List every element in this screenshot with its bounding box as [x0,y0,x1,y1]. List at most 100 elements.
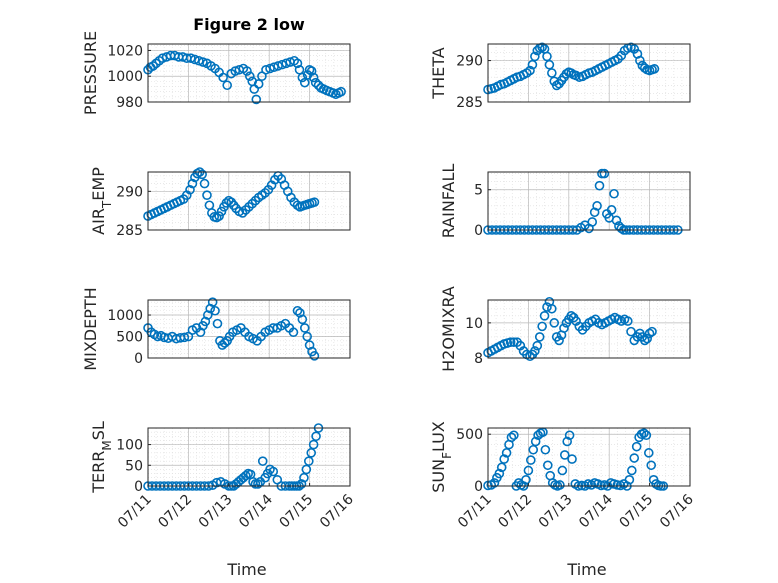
panel-h2omixra: 8 10 H2OMIXRA [439,286,691,372]
x-tick-label: 07/12 [495,492,535,532]
x-tick-label: 07/11 [115,492,155,532]
y-axis-label: SUNFLUX [429,421,454,493]
data-point [489,478,500,488]
data-point [641,430,652,441]
data-point [277,59,287,70]
data-point [525,65,535,76]
data-point [148,61,159,71]
data-point [219,338,230,348]
data-point [306,66,317,76]
axes-box [147,43,351,103]
y-tick-label: 285 [456,95,483,111]
data-point [594,180,605,191]
y-tick-label: 0 [134,351,143,367]
data-point [494,468,505,479]
y-axis-label: THETA [429,47,448,99]
data-point [611,215,622,226]
data-point [506,432,517,443]
data-point [606,205,617,215]
data-point [185,184,195,195]
data-point [216,206,227,217]
data-point [179,332,190,343]
data-point [564,430,575,441]
x-tick-label: 07/14 [576,491,616,531]
data-point [644,328,655,339]
data-point [265,63,275,74]
x-tick-label: 07/13 [196,492,236,532]
figure-title: Figure 2 low [193,15,305,34]
data-point [299,472,309,483]
data-point [521,474,531,485]
data-point [542,460,553,471]
y-tick-label: 10 [465,316,483,332]
data-point [311,431,321,442]
y-tick-label: 1020 [107,43,143,59]
data-point [635,55,645,66]
data-point [257,456,268,466]
data-point [509,430,519,441]
data-point [587,217,598,227]
data-point [599,168,610,179]
data-point [551,80,562,91]
y-tick-label: 290 [456,54,483,70]
data-point [566,311,577,321]
data-point [539,311,550,321]
data-point [308,439,319,450]
data-point [647,326,657,337]
y-tick-label: 100 [116,438,143,454]
data-point [187,178,198,189]
data-point [273,61,283,71]
data-point [499,454,509,464]
data-point [649,64,660,74]
data-point [557,465,568,476]
data-point [627,465,637,476]
data-point [540,444,551,455]
data-point [646,460,657,471]
data-point [523,465,534,476]
data-point [567,454,577,464]
data-point [537,42,547,53]
data-point [528,444,539,455]
x-tick-label: 07/15 [277,492,317,532]
data-point [622,316,633,326]
data-point [302,331,312,342]
y-tick-label: 500 [116,330,143,346]
data-point [559,450,570,460]
data-point [251,94,262,105]
data-point [309,351,320,361]
x-tick-label: 07/13 [536,492,576,532]
data-point [242,66,252,76]
data-point [210,305,220,316]
data-point [631,441,642,452]
axes-box [147,171,351,231]
y-tick-label: 50 [125,458,143,474]
panel-mixdepth: 0 500 1000 MIXDEPTH [81,287,351,371]
data-point [547,68,557,78]
data-point [199,178,210,189]
data-point [297,314,308,325]
data-point [214,211,224,221]
data-point [639,428,649,438]
y-axis-label: RAINFALL [439,164,458,239]
data-point [202,190,212,200]
data-point [212,318,223,329]
axes-box [487,43,691,103]
panel-theta: 285 290 THETA [429,42,691,111]
data-point [525,351,535,362]
data-point [218,72,228,83]
data-point [537,321,547,332]
data-point [303,456,314,466]
data-point [530,51,540,62]
x-tick-label: 07/15 [617,492,657,532]
data-point [292,305,303,316]
data-point [549,318,560,328]
data-point [336,86,346,97]
y-tick-label: 285 [116,223,143,239]
data-point [639,335,650,346]
data-point [542,302,552,312]
data-point [301,464,312,475]
